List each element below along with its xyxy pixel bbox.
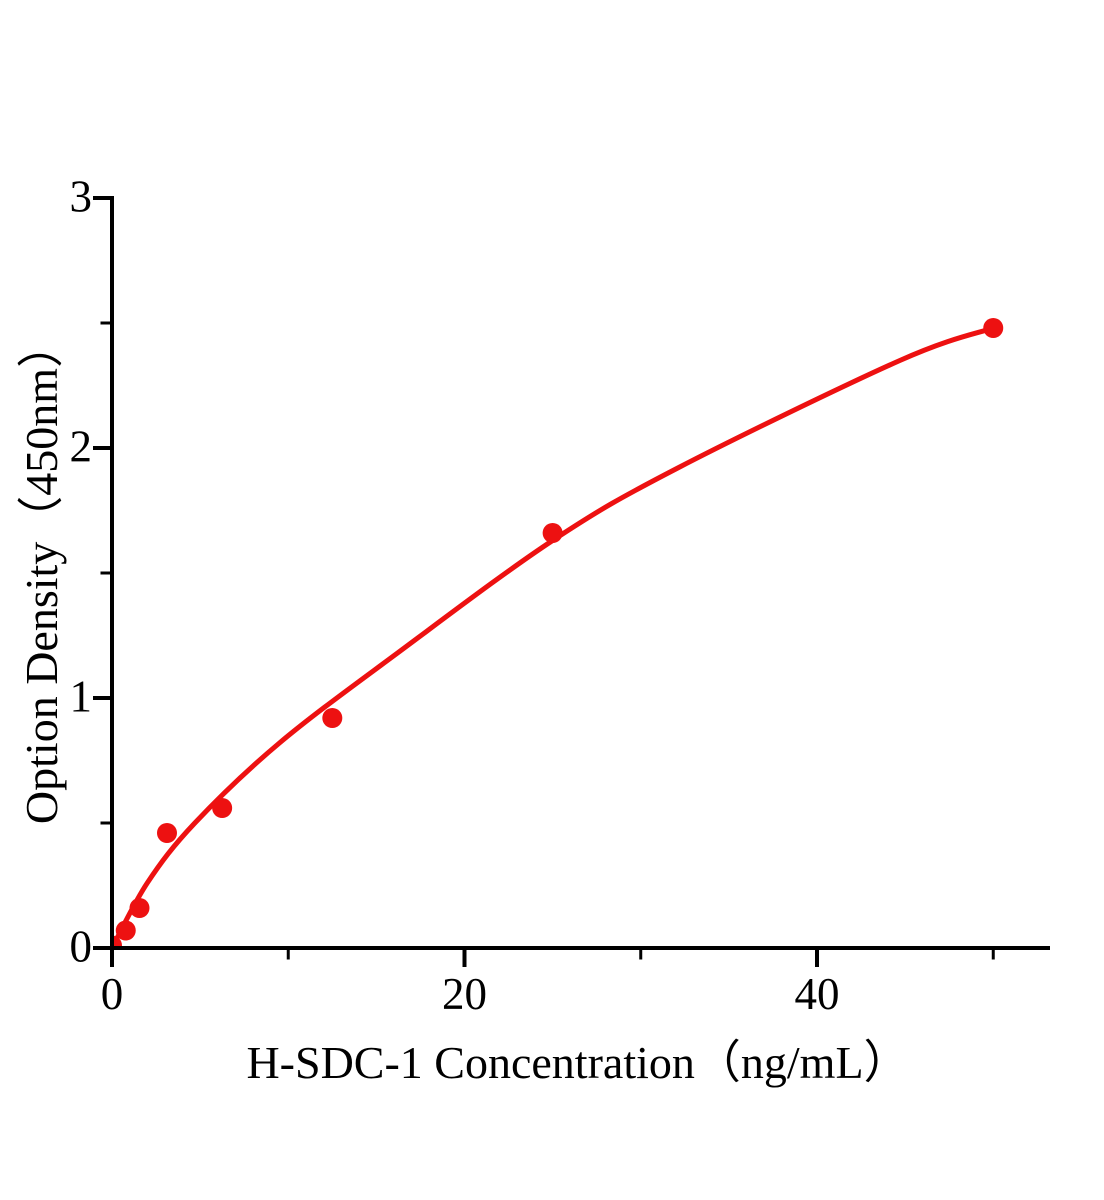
axes — [93, 196, 1050, 967]
data-point — [112, 935, 122, 948]
data-layer — [112, 318, 1004, 948]
data-point — [129, 898, 150, 918]
data-point — [322, 708, 343, 728]
data-point — [156, 823, 177, 843]
data-point — [983, 318, 1004, 338]
y-tick-label: 3 — [69, 171, 93, 222]
data-point — [542, 523, 563, 543]
y-tick-label: 0 — [69, 921, 93, 972]
x-tick-label: 20 — [442, 969, 487, 1019]
fit-curve — [112, 325, 996, 948]
x-tick-label: 40 — [794, 969, 840, 1019]
x-tick-label: 0 — [100, 969, 124, 1019]
data-point — [115, 920, 136, 941]
y-axis-title: Option Density（450nm） — [16, 321, 67, 825]
data-point — [212, 798, 233, 818]
y-tick-label: 1 — [69, 671, 93, 722]
y-tick-label: 2 — [69, 421, 93, 472]
x-axis-title: H-SDC-1 Concentration（ng/mL） — [246, 1037, 910, 1088]
